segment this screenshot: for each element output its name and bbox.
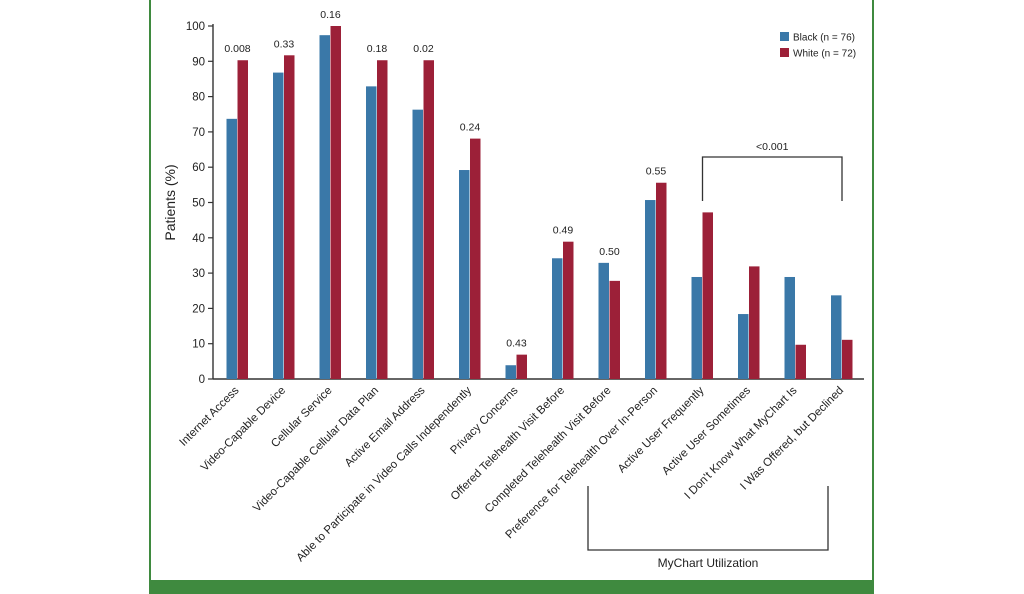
bar-white <box>470 138 481 379</box>
bar-white <box>656 182 667 379</box>
bar-white <box>842 339 853 379</box>
bar-black <box>738 314 749 379</box>
bar-black <box>319 35 330 379</box>
y-tick-label: 50 <box>192 198 205 210</box>
y-tick-label: 90 <box>192 56 205 68</box>
group-p-bracket <box>701 156 843 201</box>
bar-black <box>505 365 516 379</box>
bar-white <box>749 266 760 379</box>
y-tick-label: 70 <box>192 127 205 139</box>
bar-white <box>284 55 295 379</box>
bar-black <box>598 262 609 379</box>
p-value-label: 0.55 <box>646 166 667 178</box>
bar-white <box>516 354 527 379</box>
bar-black <box>459 170 470 379</box>
bar-white <box>609 280 620 379</box>
p-value-label: 0.24 <box>460 122 481 134</box>
bar-black <box>366 86 377 379</box>
bar-black <box>273 72 284 379</box>
p-value-label: 0.50 <box>599 246 620 258</box>
legend-label-black: Black (n = 76) <box>793 33 855 44</box>
y-tick-label: 20 <box>192 303 205 315</box>
p-value-label: 0.49 <box>553 225 574 237</box>
x-tick-label: I Was Offered, but Declined <box>738 385 846 493</box>
p-value-label: 0.02 <box>413 43 434 55</box>
bar-white <box>377 60 388 380</box>
bar-black <box>412 109 423 379</box>
group-p-value-label: <0.001 <box>756 141 789 153</box>
legend-swatch-black <box>780 32 789 41</box>
bar-white <box>423 60 434 380</box>
legend-label-white: White (n = 72) <box>793 49 856 60</box>
y-tick-label: 30 <box>192 268 205 280</box>
bar-black <box>645 200 656 379</box>
x-tick-label: Video-Capable Device <box>199 385 288 474</box>
p-value-label: 0.33 <box>274 38 295 50</box>
bar-black <box>691 276 702 379</box>
bar-white <box>795 344 806 379</box>
p-value-label: 0.008 <box>224 43 250 55</box>
mychart-group-label: MyChart Utilization <box>658 556 759 570</box>
x-tick-label: Able to Participate in Video Calls Indep… <box>294 384 474 564</box>
y-tick-label: 40 <box>192 233 205 245</box>
y-tick-label: 100 <box>186 21 205 33</box>
bar-white <box>330 26 341 379</box>
p-value-label: 0.16 <box>320 9 341 21</box>
p-value-label: 0.43 <box>506 338 527 350</box>
figure-frame <box>149 0 874 580</box>
bar-white <box>563 241 574 379</box>
bar-white <box>237 60 248 380</box>
bar-white <box>702 212 713 379</box>
bar-black <box>552 258 563 379</box>
p-value-label: 0.18 <box>367 43 388 55</box>
footer-bar <box>149 580 874 594</box>
bar-black <box>784 276 795 379</box>
mychart-group-bracket <box>587 486 829 551</box>
y-tick-label: 10 <box>192 339 205 351</box>
x-tick-label: Active User Sometimes <box>660 384 753 477</box>
y-tick-label: 0 <box>199 374 205 386</box>
bar-black <box>226 118 237 380</box>
y-axis-title: Patients (%) <box>162 164 178 240</box>
legend-swatch-white <box>780 48 789 57</box>
bar-black <box>831 295 842 379</box>
x-tick-label: Active User Frequently <box>616 384 707 475</box>
y-tick-label: 60 <box>192 162 205 174</box>
x-tick-label: Active Email Address <box>343 384 428 469</box>
y-tick-label: 80 <box>192 92 205 104</box>
